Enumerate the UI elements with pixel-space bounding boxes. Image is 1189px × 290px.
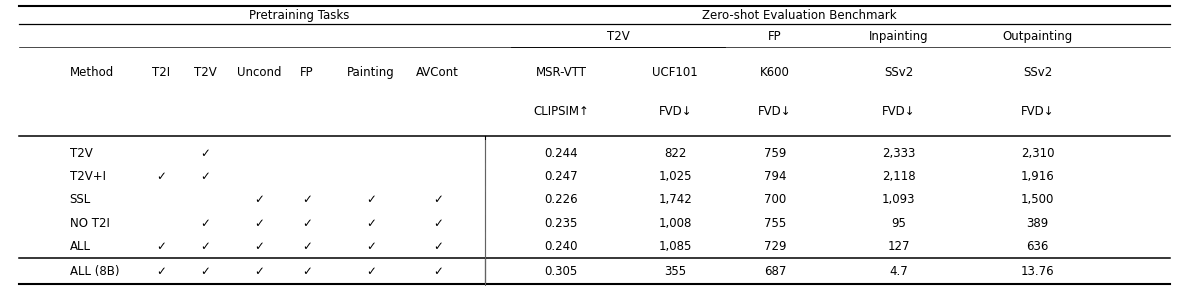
Text: K600: K600	[760, 66, 789, 79]
Text: ✓: ✓	[254, 240, 264, 253]
Text: ✓: ✓	[254, 265, 264, 278]
Text: 2,310: 2,310	[1020, 147, 1055, 160]
Text: 2,333: 2,333	[882, 147, 916, 160]
Text: ✓: ✓	[433, 240, 442, 253]
Text: ✓: ✓	[200, 217, 210, 230]
Text: ✓: ✓	[366, 265, 376, 278]
Text: 127: 127	[887, 240, 910, 253]
Text: UCF101: UCF101	[653, 66, 698, 79]
Text: ✓: ✓	[366, 217, 376, 230]
Text: 2,118: 2,118	[882, 170, 916, 183]
Text: FVD↓: FVD↓	[882, 105, 916, 118]
Text: T2V+I: T2V+I	[70, 170, 106, 183]
Text: Painting: Painting	[347, 66, 395, 79]
Text: FVD↓: FVD↓	[659, 105, 692, 118]
Text: CLIPSIM↑: CLIPSIM↑	[534, 105, 590, 118]
Text: 1,742: 1,742	[659, 193, 692, 206]
Text: ✓: ✓	[200, 147, 210, 160]
Text: T2I: T2I	[152, 66, 170, 79]
Text: ✓: ✓	[200, 265, 210, 278]
Text: ✓: ✓	[366, 240, 376, 253]
Text: Pretraining Tasks: Pretraining Tasks	[250, 9, 350, 22]
Text: 13.76: 13.76	[1020, 265, 1055, 278]
Text: Outpainting: Outpainting	[1002, 30, 1072, 43]
Text: ✓: ✓	[366, 193, 376, 206]
Text: NO T2I: NO T2I	[70, 217, 109, 230]
Text: 636: 636	[1026, 240, 1049, 253]
Text: 0.244: 0.244	[545, 147, 578, 160]
Text: ✓: ✓	[200, 240, 210, 253]
Text: ALL (8B): ALL (8B)	[70, 265, 119, 278]
Text: Uncond: Uncond	[238, 66, 282, 79]
Text: MSR-VTT: MSR-VTT	[536, 66, 586, 79]
Text: 0.247: 0.247	[545, 170, 578, 183]
Text: 1,916: 1,916	[1020, 170, 1055, 183]
Text: T2V: T2V	[70, 147, 93, 160]
Text: SSv2: SSv2	[883, 66, 913, 79]
Text: 1,093: 1,093	[882, 193, 916, 206]
Text: 0.305: 0.305	[545, 265, 578, 278]
Text: ✓: ✓	[302, 240, 312, 253]
Text: 687: 687	[763, 265, 786, 278]
Text: 0.240: 0.240	[545, 240, 578, 253]
Text: ✓: ✓	[200, 170, 210, 183]
Text: ✓: ✓	[156, 240, 166, 253]
Text: SSv2: SSv2	[1023, 66, 1052, 79]
Text: 389: 389	[1026, 217, 1049, 230]
Text: ✓: ✓	[433, 265, 442, 278]
Text: ✓: ✓	[254, 217, 264, 230]
Text: 0.235: 0.235	[545, 217, 578, 230]
Text: 755: 755	[763, 217, 786, 230]
Text: Zero-shot Evaluation Benchmark: Zero-shot Evaluation Benchmark	[702, 9, 897, 22]
Text: 1,008: 1,008	[659, 217, 692, 230]
Text: FVD↓: FVD↓	[759, 105, 792, 118]
Text: FVD↓: FVD↓	[1020, 105, 1055, 118]
Text: Inpainting: Inpainting	[869, 30, 929, 43]
Text: ALL: ALL	[70, 240, 90, 253]
Text: 822: 822	[665, 147, 686, 160]
Text: 355: 355	[665, 265, 686, 278]
Text: ✓: ✓	[156, 265, 166, 278]
Text: Method: Method	[70, 66, 114, 79]
Text: 729: 729	[763, 240, 786, 253]
Text: ✓: ✓	[302, 217, 312, 230]
Text: 1,085: 1,085	[659, 240, 692, 253]
Text: ✓: ✓	[156, 170, 166, 183]
Text: FP: FP	[768, 30, 782, 43]
Text: 1,500: 1,500	[1021, 193, 1055, 206]
Text: ✓: ✓	[254, 193, 264, 206]
Text: ✓: ✓	[433, 193, 442, 206]
Text: ✓: ✓	[433, 217, 442, 230]
Text: 794: 794	[763, 170, 786, 183]
Text: T2V: T2V	[606, 30, 630, 43]
Text: ✓: ✓	[302, 193, 312, 206]
Text: 759: 759	[763, 147, 786, 160]
Text: AVCont: AVCont	[416, 66, 459, 79]
Text: T2V: T2V	[194, 66, 216, 79]
Text: 0.226: 0.226	[545, 193, 578, 206]
Text: 700: 700	[763, 193, 786, 206]
Text: 95: 95	[891, 217, 906, 230]
Text: FP: FP	[301, 66, 314, 79]
Text: ✓: ✓	[302, 265, 312, 278]
Text: 1,025: 1,025	[659, 170, 692, 183]
Text: 4.7: 4.7	[889, 265, 908, 278]
Text: SSL: SSL	[70, 193, 90, 206]
